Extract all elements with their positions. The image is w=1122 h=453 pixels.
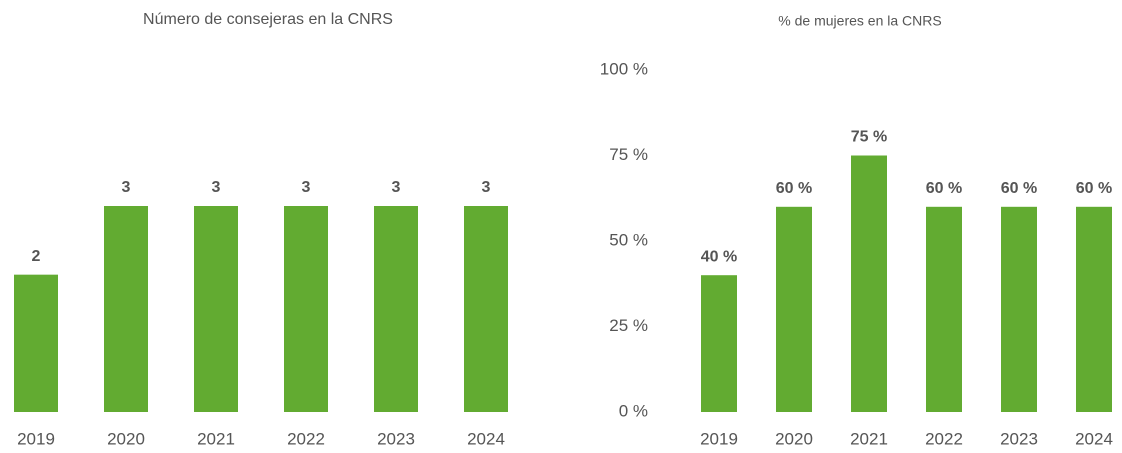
data-label: 75 % <box>851 129 887 146</box>
bar <box>464 206 508 412</box>
bar <box>284 206 328 412</box>
y-tick-label: 100 % <box>600 59 648 78</box>
x-tick-label: 2024 <box>467 429 505 448</box>
data-label: 3 <box>302 179 311 196</box>
data-label: 60 % <box>926 180 962 197</box>
x-tick-label: 2020 <box>775 429 813 448</box>
data-label: 3 <box>122 179 131 196</box>
data-label: 2 <box>32 248 41 265</box>
data-label: 3 <box>482 179 491 196</box>
bar <box>374 206 418 412</box>
y-tick-label: 75 % <box>609 145 648 164</box>
bar <box>926 206 962 412</box>
bar <box>701 275 737 412</box>
bar <box>194 206 238 412</box>
x-tick-label: 2022 <box>925 429 963 448</box>
bar <box>776 206 812 412</box>
y-tick-label: 0 % <box>619 401 648 420</box>
y-tick-label: 50 % <box>609 230 648 249</box>
data-label: 3 <box>392 179 401 196</box>
chart-title: Número de consejeras en la CNRS <box>143 11 393 28</box>
chart-title: % de mujeres en la CNRS <box>778 13 941 29</box>
x-tick-label: 2020 <box>107 429 145 448</box>
x-tick-label: 2019 <box>17 429 55 448</box>
x-tick-label: 2019 <box>700 429 738 448</box>
x-tick-label: 2024 <box>1075 429 1113 448</box>
y-tick-label: 25 % <box>609 316 648 335</box>
bar <box>851 155 887 412</box>
x-tick-label: 2021 <box>197 429 235 448</box>
bar <box>1001 206 1037 412</box>
data-label: 60 % <box>776 180 812 197</box>
x-tick-label: 2023 <box>377 429 415 448</box>
data-label: 40 % <box>701 248 737 265</box>
x-tick-label: 2022 <box>287 429 325 448</box>
bar <box>1076 206 1112 412</box>
bar <box>14 274 58 412</box>
bar <box>104 206 148 412</box>
data-label: 3 <box>212 179 221 196</box>
data-label: 60 % <box>1001 180 1037 197</box>
data-label: 60 % <box>1076 180 1112 197</box>
x-tick-label: 2023 <box>1000 429 1038 448</box>
x-tick-label: 2021 <box>850 429 888 448</box>
